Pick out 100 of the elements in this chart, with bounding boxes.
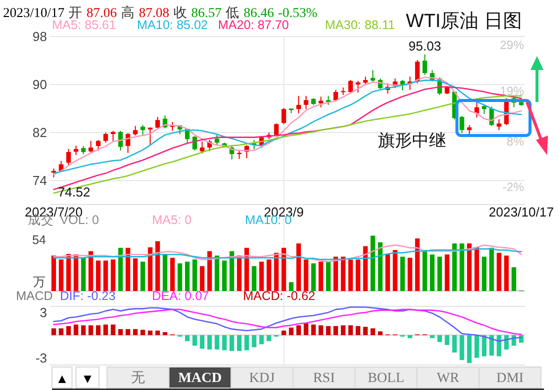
bar <box>333 256 338 291</box>
bar <box>348 259 353 291</box>
candlestick <box>110 130 116 142</box>
bar <box>474 247 480 291</box>
text: DMI <box>496 371 524 386</box>
bar <box>155 241 160 291</box>
bar <box>333 326 338 336</box>
bar <box>482 256 486 291</box>
y-tick-label: 74 <box>32 173 47 188</box>
bar <box>252 335 256 348</box>
bar <box>66 254 71 291</box>
bar <box>236 335 242 352</box>
candlestick <box>96 140 101 151</box>
bar <box>304 259 308 291</box>
bar <box>58 259 64 291</box>
bar <box>266 259 272 291</box>
bar <box>207 335 212 350</box>
bar <box>430 335 435 338</box>
bar <box>162 332 168 336</box>
text: ▼ <box>81 371 94 386</box>
bar <box>103 324 108 336</box>
candlestick <box>66 148 71 167</box>
text: WR <box>436 371 460 386</box>
candlestick <box>214 134 220 146</box>
candlestick <box>155 116 160 129</box>
bar <box>378 331 383 336</box>
bar <box>214 335 220 350</box>
bar <box>318 325 324 336</box>
bar <box>259 335 264 344</box>
bar <box>155 330 160 336</box>
series-label: DIF: -0.23 <box>60 289 116 303</box>
candlestick <box>118 130 123 151</box>
bar <box>326 262 331 291</box>
bar <box>81 325 86 336</box>
bar <box>437 335 442 342</box>
y2-tick-label: -2% <box>502 180 524 194</box>
annotation: 旗形中继 <box>378 131 446 150</box>
candlestick <box>370 70 376 84</box>
y-tick-label: 3 <box>40 304 47 320</box>
bar <box>185 262 190 291</box>
candlestick <box>140 124 146 136</box>
bar <box>148 330 152 336</box>
bar <box>489 248 494 291</box>
bar <box>467 243 472 291</box>
bar <box>281 330 286 336</box>
bar <box>370 328 376 336</box>
text: 87.08 <box>138 5 170 20</box>
bar <box>392 250 398 291</box>
bar <box>162 254 168 291</box>
candlestick <box>496 118 502 131</box>
bar <box>288 328 294 336</box>
bar <box>340 325 346 336</box>
text: 万 <box>33 275 46 289</box>
bar <box>444 335 450 345</box>
bar <box>378 242 383 291</box>
candlestick <box>356 80 360 94</box>
bar <box>385 254 390 291</box>
series-label: MACD: -0.62 <box>243 289 316 303</box>
candlestick <box>133 125 138 136</box>
bar <box>126 248 130 291</box>
candlestick <box>296 95 301 114</box>
text: BOLL <box>368 371 404 386</box>
candlestick <box>281 108 286 125</box>
y-axis-title: MACD <box>16 289 53 303</box>
bar <box>467 335 472 364</box>
bar <box>452 243 457 291</box>
bar <box>460 243 464 291</box>
bar <box>244 335 249 350</box>
y-tick-label: 98 <box>32 29 47 44</box>
bar <box>281 248 286 291</box>
bar <box>170 258 175 291</box>
bar <box>74 254 78 291</box>
bar <box>370 236 376 291</box>
bar <box>304 323 308 336</box>
bar <box>340 256 346 291</box>
bar <box>288 282 294 291</box>
y-tick-label: 90 <box>32 77 47 92</box>
bar <box>474 335 480 358</box>
bar <box>133 258 138 291</box>
bar <box>266 335 272 342</box>
bar <box>489 335 494 356</box>
text: -0.53% <box>278 5 318 20</box>
candlestick <box>200 141 204 154</box>
text: 开 <box>68 5 83 20</box>
bar <box>140 330 146 336</box>
bar <box>311 324 316 336</box>
bar <box>192 335 198 346</box>
text: 收 <box>173 5 188 20</box>
text: MA10: 85.02 <box>137 18 208 32</box>
bar <box>496 335 502 356</box>
bar <box>66 326 71 336</box>
bar <box>400 256 405 291</box>
bar <box>96 325 101 336</box>
bar <box>200 266 204 291</box>
bar <box>81 258 86 291</box>
line-series <box>53 308 522 336</box>
text: 2023/10/17 <box>3 5 65 20</box>
bar <box>452 335 457 353</box>
text: 87.06 <box>86 5 118 20</box>
bar <box>178 263 182 291</box>
